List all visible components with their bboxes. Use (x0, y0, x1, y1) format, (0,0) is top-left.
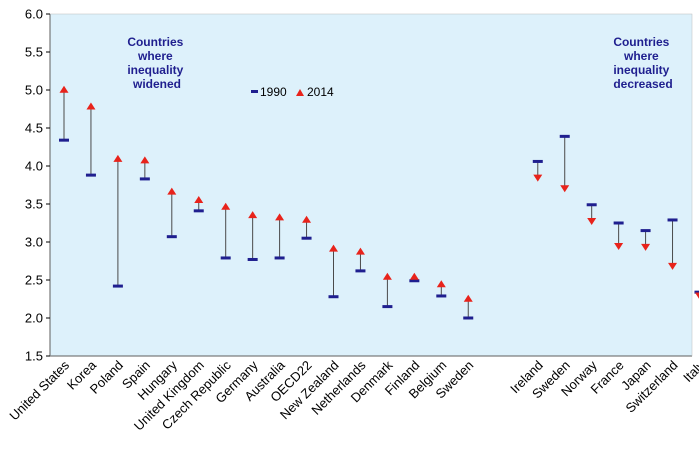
marker-1990 (220, 256, 231, 260)
marker-1990 (85, 173, 96, 177)
marker-2014 (59, 85, 69, 93)
y-tick-label: 3.5 (25, 197, 43, 212)
marker-1990 (382, 305, 393, 309)
y-tick-label: 2.0 (25, 311, 43, 326)
annotation-decreased-line: where (623, 49, 659, 63)
marker-1990 (409, 279, 420, 283)
annotation-widened-line: where (137, 49, 173, 63)
marker-1990 (112, 284, 123, 288)
legend-1990-marker (251, 90, 258, 93)
annotation-widened: Countries where inequality widened (127, 35, 186, 91)
marker-2014 (436, 280, 446, 288)
y-tick-label: 5.5 (25, 45, 43, 60)
plot-background (50, 14, 692, 356)
y-tick-label: 1.5 (25, 349, 43, 364)
marker-2014 (329, 244, 338, 252)
legend-2014-marker (296, 89, 304, 96)
annotation-widened-line: Countries (127, 35, 183, 49)
y-tick-label: 6.0 (25, 7, 43, 22)
annotation-decreased-line: Countries (613, 35, 669, 49)
marker-1990 (59, 138, 69, 142)
marker-2014 (302, 215, 312, 223)
marker-2014 (167, 187, 177, 195)
marker-1990 (166, 235, 177, 239)
marker-1990 (193, 209, 204, 213)
plot-border (49, 13, 693, 357)
legend: 1990 2014 (251, 85, 334, 99)
marker-1990 (463, 316, 474, 320)
annotation-decreased-line: inequality (613, 63, 669, 77)
marker-2014 (140, 156, 150, 164)
marker-2014 (355, 247, 365, 255)
marker-1990 (694, 290, 699, 294)
marker-1990 (274, 256, 285, 260)
marker-2014 (614, 243, 624, 251)
legend-1990-label: 1990 (260, 85, 287, 99)
annotation-widened-line: widened (132, 77, 181, 91)
annotation-decreased: Countries where inequality decreased (613, 35, 672, 91)
marker-1990 (355, 269, 366, 273)
marker-2014 (560, 185, 570, 193)
y-tick-label: 5.0 (25, 83, 43, 98)
marker-1990 (532, 159, 543, 163)
marker-2014 (86, 102, 96, 110)
marker-2014 (694, 292, 699, 299)
marker-2014 (409, 272, 419, 280)
marker-1990 (247, 257, 258, 261)
legend-2014-label: 2014 (307, 85, 334, 99)
marker-1990 (613, 221, 624, 225)
marker-2014 (248, 211, 258, 219)
marker-2014 (113, 154, 123, 162)
marker-2014 (221, 202, 231, 210)
marker-1990 (301, 236, 312, 240)
x-tick-label: United States (6, 357, 72, 423)
marker-1990 (139, 177, 150, 181)
marker-2014 (382, 272, 392, 280)
marker-2014 (641, 243, 651, 251)
marker-2014 (587, 217, 597, 225)
y-tick-label: 4.5 (25, 121, 43, 136)
annotation-decreased-line: decreased (613, 77, 672, 91)
marker-1990 (667, 218, 678, 222)
marker-2014 (275, 213, 285, 221)
marker-2014 (463, 294, 473, 302)
marker-2014 (668, 262, 678, 270)
y-tick-label: 3.0 (25, 235, 43, 250)
x-tick-label: Italy (680, 357, 699, 385)
marker-1990 (640, 229, 651, 233)
y-tick-label: 2.5 (25, 273, 43, 288)
y-tick-label: 4.0 (25, 159, 43, 174)
marker-1990 (586, 203, 597, 207)
annotation-widened-line: inequality (127, 63, 183, 77)
marker-1990 (559, 134, 570, 138)
marker-1990 (328, 295, 339, 299)
marker-2014 (533, 174, 543, 182)
marker-2014 (194, 195, 204, 203)
marker-1990 (436, 294, 447, 298)
